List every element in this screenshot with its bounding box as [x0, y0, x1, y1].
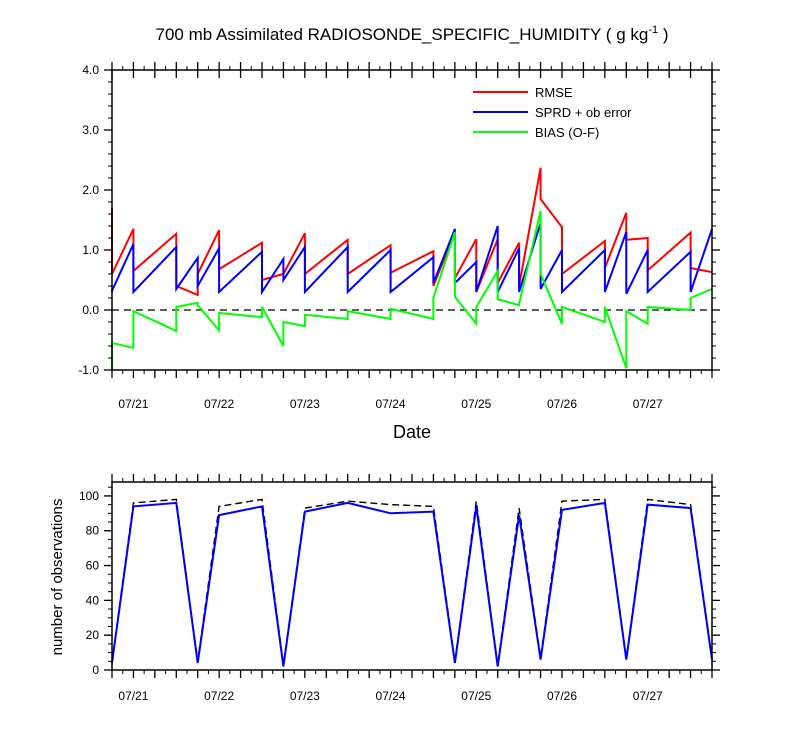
bottom-axes: 0 20 40 60 80 100 07/21 07/22 07/23 07/24 07/25 07/… — [79, 474, 720, 703]
chart-title-superscript: -1 — [648, 24, 658, 36]
x-tick-label: 07/27 — [633, 689, 663, 703]
chart-title-main: 700 mb Assimilated RADIOSONDE_SPECIFIC_H… — [156, 25, 649, 44]
y-tick-label: 3.0 — [82, 123, 99, 137]
y-tick-label: 80 — [86, 524, 100, 538]
x-tick-label: 07/24 — [376, 397, 406, 411]
top-axes: -1.0 0.0 1.0 2.0 3.0 4.0 07/21 07/22 07/23 07/24 0… — [78, 62, 720, 411]
legend-label-bias: BIAS (O-F) — [535, 125, 599, 140]
bottom-plot-frame — [111, 481, 713, 671]
y-tick-label: 0 — [92, 663, 99, 677]
x-tick-label: 07/23 — [290, 397, 320, 411]
x-tick-label: 07/22 — [204, 397, 234, 411]
legend: RMSE SPRD + ob error BIAS (O-F) — [473, 85, 632, 140]
y-tick-label: 60 — [86, 559, 100, 573]
legend-label-rmse: RMSE — [535, 85, 573, 100]
y-tick-label: -1.0 — [78, 363, 99, 377]
series-line-sprd-ob-error — [111, 222, 713, 296]
x-tick-label: 07/21 — [118, 689, 148, 703]
x-tick-label: 07/21 — [118, 397, 148, 411]
y-tick-label: 2.0 — [82, 183, 99, 197]
top-series-layer — [111, 167, 713, 370]
chart-title: 700 mb Assimilated RADIOSONDE_SPECIFIC_H… — [156, 24, 669, 44]
y-tick-label: 20 — [86, 628, 100, 642]
y-tick-label: 1.0 — [82, 243, 99, 257]
x-tick-label: 07/25 — [461, 689, 491, 703]
y-tick-label: 0.0 — [82, 303, 99, 317]
x-tick-label: 07/26 — [547, 689, 577, 703]
x-tick-label: 07/25 — [461, 397, 491, 411]
x-tick-label: 07/24 — [376, 689, 406, 703]
y-tick-label: 100 — [79, 489, 99, 503]
y-tick-label: 4.0 — [82, 63, 99, 77]
x-tick-label: 07/27 — [633, 397, 663, 411]
y-axis-label-observations: number of observations — [49, 499, 66, 656]
series-line-assimilated-observations — [111, 501, 713, 667]
x-axis-label: Date — [393, 422, 431, 442]
x-tick-label: 07/26 — [547, 397, 577, 411]
series-line-rmse — [111, 167, 713, 297]
legend-label-sprd: SPRD + ob error — [535, 105, 632, 120]
chart-title-end: ) — [658, 25, 668, 44]
series-line-bias-o-f — [111, 210, 713, 370]
y-tick-label: 40 — [86, 593, 100, 607]
x-tick-label: 07/22 — [204, 689, 234, 703]
x-tick-label: 07/23 — [290, 689, 320, 703]
bottom-series-layer — [111, 498, 713, 667]
